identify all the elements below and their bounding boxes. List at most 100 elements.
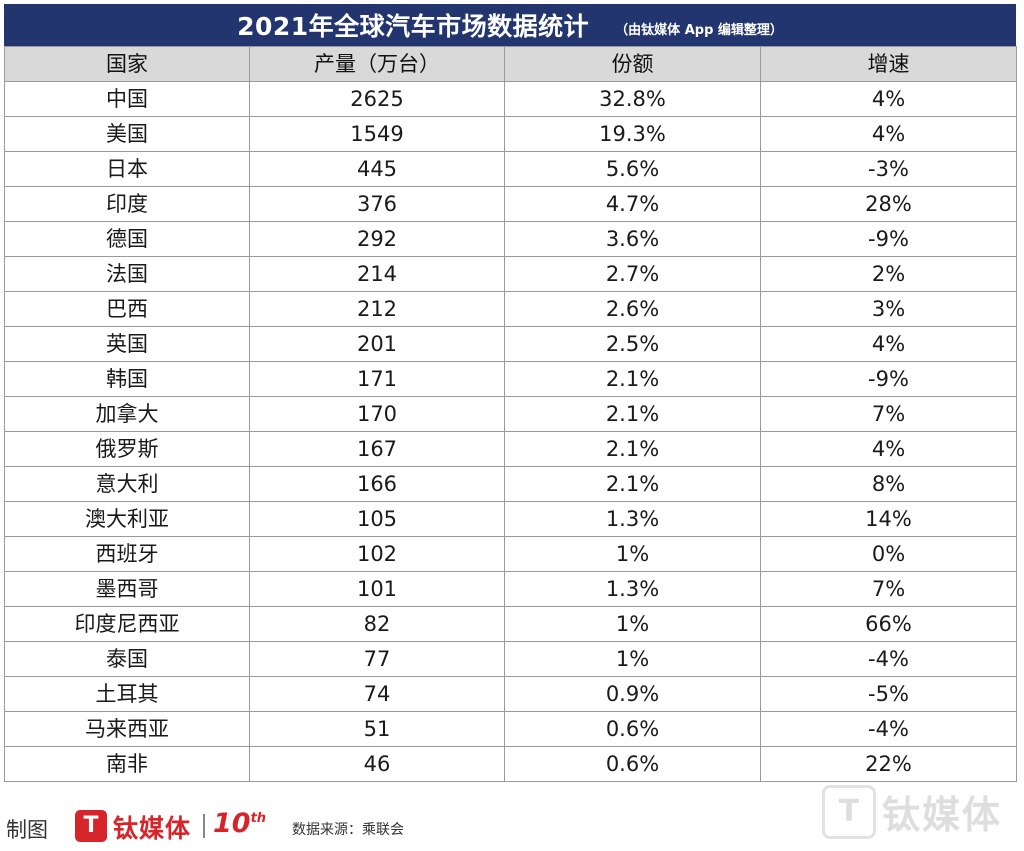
cell-production: 46: [249, 746, 505, 782]
cell-production: 167: [249, 431, 505, 467]
cell-share: 1%: [504, 606, 761, 642]
anniversary-number: 10: [213, 808, 251, 839]
cell-production: 170: [249, 396, 505, 432]
table-row: 法国 214 2.7% 2%: [4, 256, 1017, 292]
cell-production: 105: [249, 501, 505, 537]
cell-growth: -3%: [760, 151, 1017, 187]
logo-divider: [203, 814, 205, 838]
cell-growth: -9%: [760, 221, 1017, 257]
table-title: 2021年全球汽车市场数据统计: [237, 12, 590, 41]
cell-production: 51: [249, 711, 505, 747]
cell-share: 19.3%: [504, 116, 761, 152]
cell-share: 1.3%: [504, 501, 761, 537]
cell-country: 印度: [4, 186, 250, 222]
cell-country: 西班牙: [4, 536, 250, 572]
cell-production: 77: [249, 641, 505, 677]
footer: 制图 T 钛媒体 10th 数据来源：乘联会 T 钛媒体: [0, 784, 1024, 851]
data-source: 数据来源：乘联会: [292, 822, 404, 838]
cell-growth: 7%: [760, 396, 1017, 432]
table-row: 巴西 212 2.6% 3%: [4, 291, 1017, 327]
cell-country: 印度尼西亚: [4, 606, 250, 642]
cell-share: 2.7%: [504, 256, 761, 292]
cell-country: 中国: [4, 81, 250, 117]
data-table: 国家 产量（万台） 份额 增速 中国 2625 32.8% 4% 美国 1549 19.3%…: [4, 46, 1017, 782]
brand-logo-icon: T: [75, 810, 107, 842]
table-row: 韩国 171 2.1% -9%: [4, 361, 1017, 397]
header-country: 国家: [4, 46, 250, 82]
cell-growth: -5%: [760, 676, 1017, 712]
cell-share: 2.6%: [504, 291, 761, 327]
cell-growth: 8%: [760, 466, 1017, 502]
cell-share: 32.8%: [504, 81, 761, 117]
cell-share: 0.6%: [504, 711, 761, 747]
table-row: 美国 1549 19.3% 4%: [4, 116, 1017, 152]
header-row: 国家 产量（万台） 份额 增速: [4, 46, 1017, 82]
table-row: 俄罗斯 167 2.1% 4%: [4, 431, 1017, 467]
cell-share: 1.3%: [504, 571, 761, 607]
brand-logo-text: 钛媒体: [113, 814, 192, 843]
cell-growth: 3%: [760, 291, 1017, 327]
cell-production: 166: [249, 466, 505, 502]
cell-growth: -4%: [760, 641, 1017, 677]
cell-share: 1%: [504, 536, 761, 572]
table-title-bar: 2021年全球汽车市场数据统计 （由钛媒体 App 编辑整理）: [4, 4, 1016, 46]
table-row: 南非 46 0.6% 22%: [4, 746, 1017, 782]
cell-growth: 7%: [760, 571, 1017, 607]
cell-share: 4.7%: [504, 186, 761, 222]
header-production: 产量（万台）: [249, 46, 505, 82]
cell-share: 3.6%: [504, 221, 761, 257]
cell-country: 俄罗斯: [4, 431, 250, 467]
cell-growth: 4%: [760, 81, 1017, 117]
cell-growth: -4%: [760, 711, 1017, 747]
cell-production: 74: [249, 676, 505, 712]
table-row: 加拿大 170 2.1% 7%: [4, 396, 1017, 432]
credit-label: 制图: [6, 818, 48, 842]
anniversary-badge: 10th: [213, 808, 266, 839]
cell-country: 意大利: [4, 466, 250, 502]
cell-production: 214: [249, 256, 505, 292]
table-row: 泰国 77 1% -4%: [4, 641, 1017, 677]
cell-share: 0.9%: [504, 676, 761, 712]
cell-production: 1549: [249, 116, 505, 152]
cell-share: 2.1%: [504, 431, 761, 467]
cell-share: 2.1%: [504, 361, 761, 397]
cell-growth: 4%: [760, 116, 1017, 152]
anniversary-suffix: th: [250, 811, 267, 826]
cell-country: 巴西: [4, 291, 250, 327]
cell-growth: -9%: [760, 361, 1017, 397]
cell-country: 土耳其: [4, 676, 250, 712]
cell-country: 墨西哥: [4, 571, 250, 607]
table-row: 英国 201 2.5% 4%: [4, 326, 1017, 362]
cell-production: 376: [249, 186, 505, 222]
cell-country: 南非: [4, 746, 250, 782]
watermark: T 钛媒体: [821, 784, 1002, 839]
table-subtitle: （由钛媒体 App 编辑整理）: [615, 22, 783, 38]
cell-production: 2625: [249, 81, 505, 117]
cell-share: 2.5%: [504, 326, 761, 362]
cell-country: 美国: [4, 116, 250, 152]
table-row: 墨西哥 101 1.3% 7%: [4, 571, 1017, 607]
cell-growth: 22%: [760, 746, 1017, 782]
cell-production: 171: [249, 361, 505, 397]
cell-production: 445: [249, 151, 505, 187]
cell-growth: 66%: [760, 606, 1017, 642]
table-row: 印度尼西亚 82 1% 66%: [4, 606, 1017, 642]
cell-share: 0.6%: [504, 746, 761, 782]
cell-country: 加拿大: [4, 396, 250, 432]
header-share: 份额: [504, 46, 761, 82]
cell-country: 澳大利亚: [4, 501, 250, 537]
watermark-text: 钛媒体: [881, 793, 1002, 837]
table-body: 中国 2625 32.8% 4% 美国 1549 19.3% 4% 日本 445 5.6% -3% 印度…: [4, 81, 1017, 782]
cell-country: 德国: [4, 221, 250, 257]
cell-production: 212: [249, 291, 505, 327]
cell-production: 201: [249, 326, 505, 362]
table-row: 德国 292 3.6% -9%: [4, 221, 1017, 257]
cell-production: 102: [249, 536, 505, 572]
table-row: 日本 445 5.6% -3%: [4, 151, 1017, 187]
cell-growth: 2%: [760, 256, 1017, 292]
cell-country: 韩国: [4, 361, 250, 397]
cell-country: 马来西亚: [4, 711, 250, 747]
cell-share: 2.1%: [504, 466, 761, 502]
cell-share: 5.6%: [504, 151, 761, 187]
table-row: 印度 376 4.7% 28%: [4, 186, 1017, 222]
